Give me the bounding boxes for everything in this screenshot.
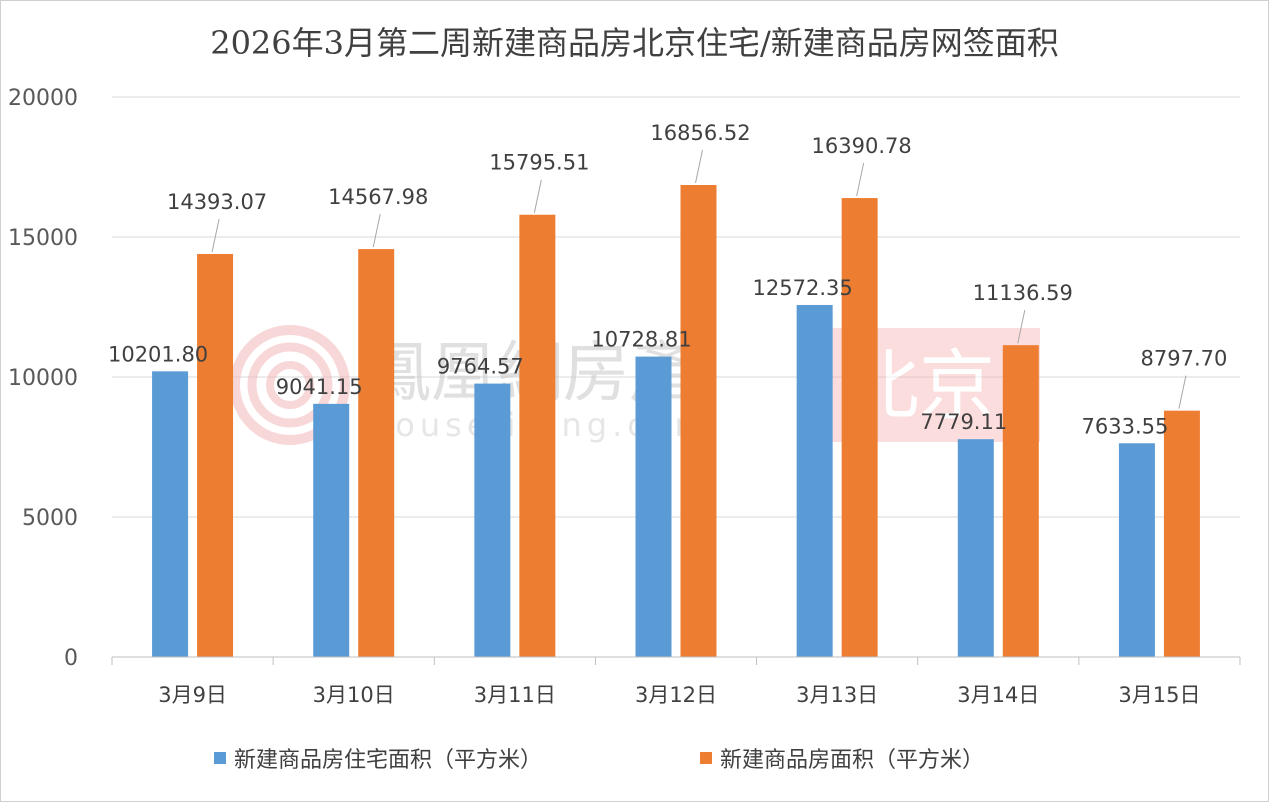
x-tick-label: 3月14日 — [957, 683, 1039, 707]
data-label-total: 8797.70 — [1141, 347, 1228, 371]
bar-residential — [474, 383, 511, 657]
data-label-total: 14393.07 — [167, 190, 267, 214]
bar-residential — [313, 403, 350, 657]
bar-total — [197, 253, 234, 658]
bar-total — [1163, 410, 1200, 657]
x-tick-label: 3月11日 — [474, 683, 556, 707]
data-label-total: 15795.51 — [489, 151, 589, 175]
y-tick-label: 5000 — [22, 506, 78, 531]
leader-line — [856, 162, 865, 197]
gridlines — [112, 96, 1240, 518]
data-label-residential: 10201.80 — [108, 342, 208, 366]
y-tick-label: 10000 — [8, 366, 78, 391]
leader-line — [533, 179, 542, 213]
legend-item-total: 新建商品房面积（平方米） — [700, 742, 984, 774]
data-label-total: 14567.98 — [328, 185, 428, 209]
watermark-city-box — [798, 328, 1040, 442]
leader-line — [695, 149, 703, 184]
data-label-total: 16856.52 — [650, 121, 750, 145]
y-tick-label: 0 — [64, 646, 78, 671]
bar-total — [358, 249, 395, 657]
data-label-residential: 12572.35 — [753, 276, 853, 300]
data-label-total: 11136.59 — [973, 281, 1073, 305]
legend-swatch-orange — [700, 752, 712, 764]
x-tick-label: 3月10日 — [313, 683, 395, 707]
leader-line — [211, 218, 220, 253]
bar-residential — [635, 356, 672, 657]
data-labels: 10201.80 9041.15 9764.57 10728.81 12572.35 77… — [108, 121, 1227, 438]
y-axis-ticks: 0 5000 10000 15000 20000 — [8, 86, 78, 671]
data-label-residential: 10728.81 — [591, 328, 691, 352]
ifeng-logo-icon — [230, 325, 350, 445]
bar-total — [841, 198, 878, 657]
x-tick-label: 3月12日 — [635, 683, 717, 707]
x-axis: 3月9日 3月10日 3月11日 3月12日 3月13日 3月14日 3月15日 — [111, 656, 1241, 707]
bars — [152, 185, 1200, 658]
legend-swatch-blue — [214, 752, 226, 764]
legend-label-total: 新建商品房面积（平方米） — [720, 748, 985, 773]
data-label-total: 16390.78 — [812, 134, 912, 158]
leader-line — [1178, 375, 1187, 409]
leader-line — [1017, 310, 1026, 344]
x-tick-label: 3月13日 — [796, 683, 878, 707]
data-label-residential: 7633.55 — [1082, 414, 1169, 438]
data-label-residential: 9041.15 — [276, 375, 363, 399]
y-tick-label: 15000 — [8, 226, 78, 251]
bar-residential — [796, 304, 833, 657]
legend-item-residential: 新建商品房住宅面积（平方米） — [214, 742, 542, 774]
chart-title: 2026年3月第二周新建商品房北京住宅/新建商品房网签面积 — [210, 24, 1059, 62]
leader-line — [372, 213, 381, 248]
x-tick-label: 3月9日 — [158, 683, 227, 707]
bar-total — [680, 185, 717, 657]
bar-residential — [957, 439, 994, 657]
x-tick-label: 3月15日 — [1118, 683, 1200, 707]
bar-total — [519, 214, 556, 658]
bar-total — [1002, 345, 1039, 657]
legend-label-residential: 新建商品房住宅面积（平方米） — [234, 748, 543, 773]
y-tick-label: 20000 — [8, 86, 78, 111]
data-label-residential: 7779.11 — [920, 410, 1007, 434]
data-label-residential: 9764.57 — [437, 355, 524, 379]
label-leader-lines — [211, 149, 1187, 409]
bar-residential — [1118, 443, 1155, 657]
bar-residential — [152, 371, 189, 657]
